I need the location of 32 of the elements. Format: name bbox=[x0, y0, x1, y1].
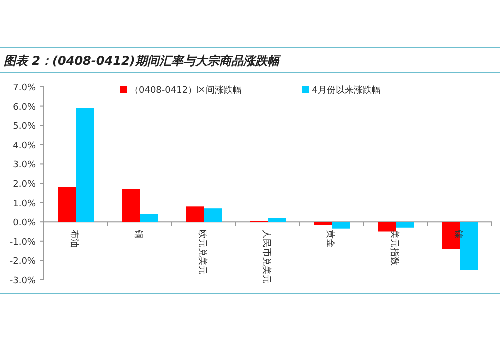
y-tick-label: -3.0% bbox=[10, 276, 36, 286]
legend-label: 4月份以来涨跌幅 bbox=[312, 85, 381, 96]
x-tick-label: 欧元兑美元 bbox=[197, 230, 208, 276]
y-tick-label: 1.0% bbox=[13, 199, 36, 210]
y-tick-label: -2.0% bbox=[10, 257, 36, 268]
y-tick-label: 6.0% bbox=[13, 102, 36, 113]
y-tick-label: 4.0% bbox=[13, 141, 36, 152]
bar bbox=[186, 206, 204, 222]
bar bbox=[204, 208, 222, 222]
bar bbox=[314, 222, 332, 225]
x-tick-label: 人民币兑美元 bbox=[261, 230, 272, 284]
x-tick-label: 铜 bbox=[133, 229, 144, 240]
bar bbox=[122, 189, 140, 222]
y-tick-label: -1.0% bbox=[10, 238, 36, 248]
bar bbox=[378, 222, 396, 232]
x-tick-label: 布油 bbox=[69, 230, 80, 248]
bar bbox=[332, 222, 350, 229]
y-tick-label: 5.0% bbox=[13, 122, 36, 132]
y-tick-label: 0.0% bbox=[13, 218, 36, 229]
x-tick-label: 黄金 bbox=[325, 230, 336, 248]
bar bbox=[76, 108, 94, 222]
legend-label: （0408-0412）区间涨跌幅 bbox=[130, 85, 242, 96]
y-tick-label: 7.0% bbox=[13, 84, 36, 94]
bar bbox=[396, 222, 414, 228]
y-tick-label: 3.0% bbox=[13, 160, 36, 171]
x-tick-label: 美元指数 bbox=[389, 230, 400, 266]
bar bbox=[268, 218, 286, 222]
y-tick-label: 2.0% bbox=[13, 180, 36, 190]
x-tick-label: 镍 bbox=[453, 229, 464, 240]
bar bbox=[140, 214, 158, 222]
chart-title: 图表 2：(0408-0412)期间汇率与大宗商品涨跌幅 bbox=[4, 54, 282, 68]
bar bbox=[58, 187, 76, 222]
